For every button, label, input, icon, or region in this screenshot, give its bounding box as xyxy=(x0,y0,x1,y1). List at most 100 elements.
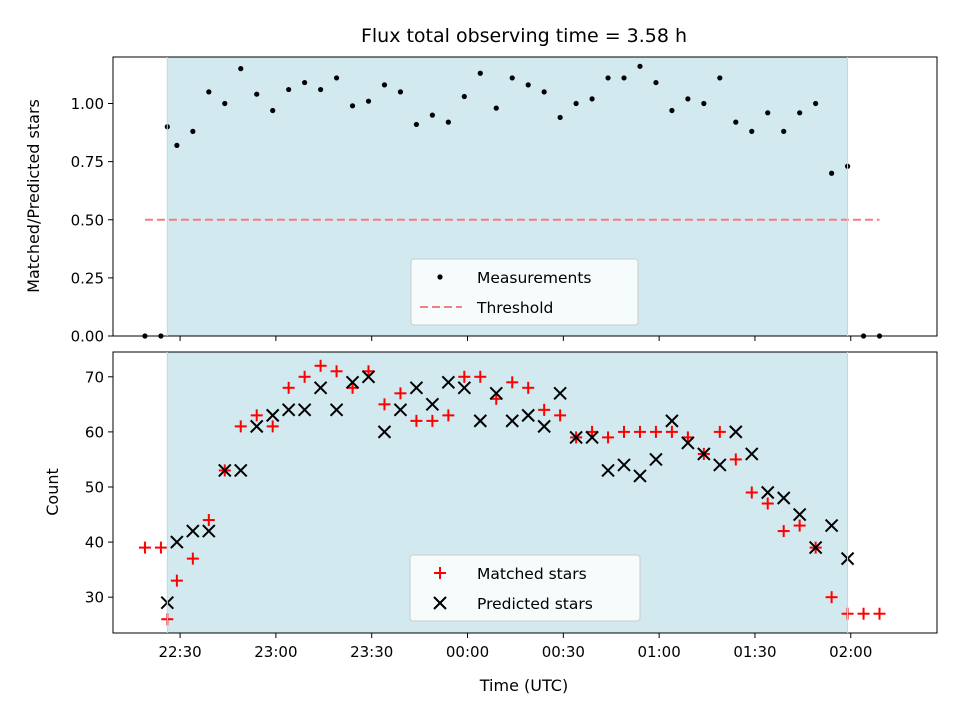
measurement-point xyxy=(685,96,691,102)
series-predicted-stars xyxy=(160,370,855,610)
bottom-legend: Matched stars Predicted stars xyxy=(409,554,641,622)
predicted-star-point xyxy=(649,452,663,467)
matched-star-point xyxy=(729,453,742,466)
measurement-point xyxy=(781,128,787,134)
top-legend-box xyxy=(410,258,639,326)
predicted-star-point xyxy=(745,447,759,461)
measurement-point xyxy=(206,89,212,95)
legend-matched-label: Matched stars xyxy=(477,565,587,583)
x-axis-label: Time (UTC) xyxy=(479,676,568,695)
matched-star-point xyxy=(186,552,199,565)
top-plot-area xyxy=(142,63,883,339)
matched-star-point xyxy=(250,409,263,422)
x-tick-label: 22:30 xyxy=(158,643,201,661)
matched-star-point xyxy=(681,431,694,444)
predicted-star-point xyxy=(250,419,264,434)
x-tick-label: 02:00 xyxy=(829,643,872,661)
measurement-point xyxy=(381,82,388,88)
x-tick-label: 23:30 xyxy=(350,643,393,661)
predicted-star-point xyxy=(553,386,567,401)
predicted-star-point xyxy=(425,397,440,412)
matched-star-point xyxy=(426,414,439,427)
predicted-star-point xyxy=(441,375,456,390)
measurement-point xyxy=(317,86,324,93)
top-legend: Measurements Threshold xyxy=(410,258,639,326)
series-measurements xyxy=(142,63,883,339)
bottom-y-tick-label: 70 xyxy=(85,368,104,386)
matched-star-point xyxy=(618,425,631,438)
predicted-star-point xyxy=(697,447,711,461)
measurement-point xyxy=(493,105,499,111)
top-y-axis-label: Matched/Predicted stars xyxy=(24,99,43,293)
matched-star-point xyxy=(873,607,886,620)
measurement-point xyxy=(333,75,340,81)
matched-star-point xyxy=(346,381,359,394)
measurement-point xyxy=(397,89,404,95)
predicted-star-point xyxy=(345,375,360,390)
measurement-point xyxy=(270,107,276,114)
matched-star-point xyxy=(298,370,311,383)
legend-predicted-label: Predicted stars xyxy=(477,595,593,613)
measurement-point xyxy=(238,66,244,72)
measurement-point xyxy=(429,112,435,118)
legend-matched-marker xyxy=(434,567,446,579)
predicted-star-point xyxy=(537,419,551,434)
measurement-point xyxy=(701,100,707,107)
legend-measurements-marker xyxy=(437,274,443,280)
bottom-plot-area xyxy=(138,359,886,626)
predicted-star-point xyxy=(505,414,519,428)
matched-star-point xyxy=(825,591,838,604)
matched-star-point xyxy=(330,365,343,378)
predicted-star-point xyxy=(681,436,695,450)
predicted-star-point xyxy=(761,485,775,500)
legend-measurements-label: Measurements xyxy=(477,269,592,287)
matched-star-point xyxy=(761,497,774,510)
predicted-star-point xyxy=(265,408,280,423)
predicted-star-point xyxy=(393,403,408,417)
top-panel: 0.00 0.25 0.50 0.75 1.00 Matched/Predicted s… xyxy=(24,56,938,346)
matched-star-point xyxy=(857,607,870,620)
matched-star-point xyxy=(362,365,375,378)
matched-star-point xyxy=(554,409,567,422)
matched-star-point xyxy=(442,409,455,422)
measurement-point xyxy=(525,82,531,88)
predicted-star-point xyxy=(665,414,679,428)
matched-star-point xyxy=(793,519,806,532)
predicted-star-point xyxy=(409,381,424,395)
measurement-point xyxy=(541,89,547,95)
predicted-star-point xyxy=(218,463,232,478)
matched-star-point xyxy=(506,376,519,389)
matched-star-point xyxy=(154,541,167,554)
matched-star-point xyxy=(474,370,487,383)
predicted-star-point xyxy=(170,535,184,549)
predicted-star-point xyxy=(713,458,727,472)
matched-star-point xyxy=(170,574,183,587)
x-tick-label: 01:30 xyxy=(733,643,776,661)
predicted-star-point xyxy=(186,524,200,538)
top-y-tick-label: 0.00 xyxy=(71,328,104,346)
matched-star-point xyxy=(586,425,599,438)
predicted-star-point xyxy=(633,469,647,483)
measurement-point xyxy=(190,128,196,134)
predicted-star-point xyxy=(473,414,487,428)
predicted-star-point xyxy=(585,430,599,445)
chart-title: Flux total observing time = 3.58 h xyxy=(361,25,687,47)
measurement-point xyxy=(365,98,372,104)
predicted-star-point xyxy=(792,507,807,522)
predicted-star-point xyxy=(281,403,296,417)
measurement-point xyxy=(637,63,643,69)
matched-star-point xyxy=(777,525,790,538)
x-tick-label: 00:00 xyxy=(446,643,489,661)
series-matched-stars xyxy=(138,359,886,626)
measurement-point xyxy=(509,75,515,81)
measurement-point xyxy=(222,100,228,107)
bottom-y-tick-label: 50 xyxy=(85,478,104,496)
measurement-point xyxy=(413,121,420,128)
predicted-star-point xyxy=(521,408,535,423)
measurement-point xyxy=(557,114,563,121)
matched-star-point xyxy=(649,425,662,438)
top-axes-frame xyxy=(112,56,938,337)
matched-star-point xyxy=(458,370,471,383)
bottom-y-tick-label: 60 xyxy=(85,423,104,441)
matched-star-point xyxy=(602,431,615,444)
